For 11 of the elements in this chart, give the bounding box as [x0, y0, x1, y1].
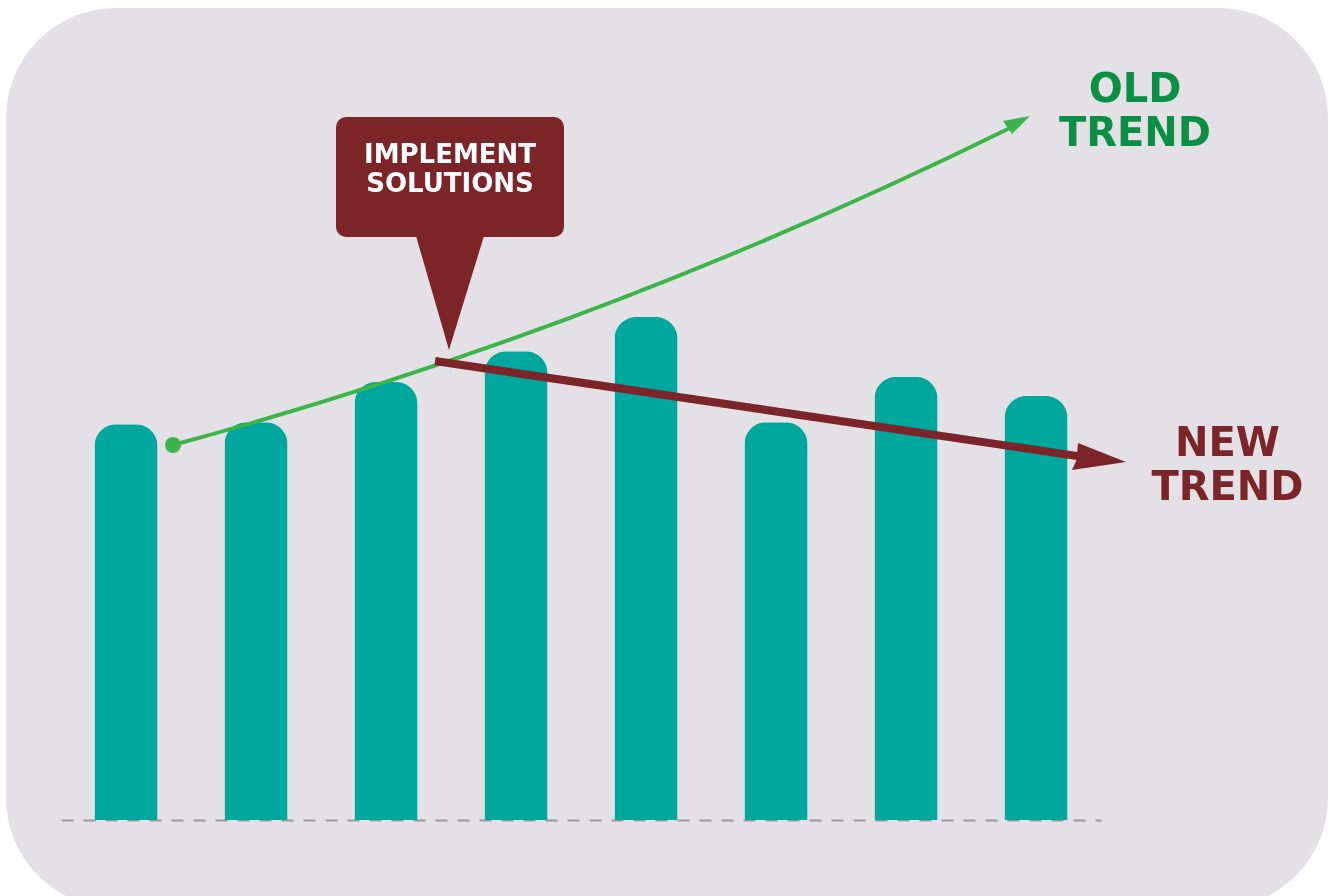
- bar: [874, 376, 938, 820]
- text: IMPLEMENT SOLUTIONS: [362, 139, 538, 198]
- bar: [744, 422, 808, 820]
- bar: [614, 317, 678, 820]
- text: OLD TREND: [1057, 65, 1213, 155]
- bar: [1004, 395, 1068, 820]
- bar: [224, 422, 288, 820]
- bar: [484, 351, 548, 820]
- text: NEW TREND: [1150, 419, 1305, 509]
- bar: [94, 424, 158, 820]
- bar: [354, 381, 418, 820]
